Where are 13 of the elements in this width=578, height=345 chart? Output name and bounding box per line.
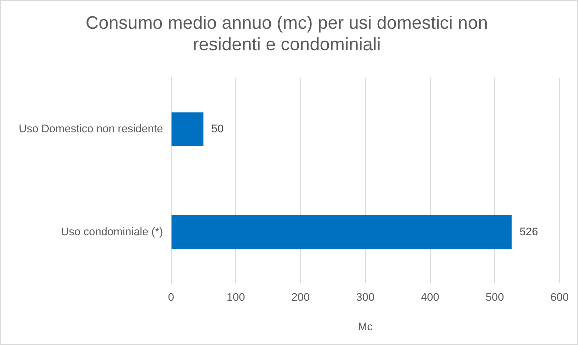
y-tick-label: Uso condominiale (*)	[61, 226, 164, 238]
x-tick-label: 0	[168, 292, 174, 304]
chart-title: Consumo medio annuo (mc) per usi domestici non residenti e condominiali	[86, 12, 488, 54]
data-label: 526	[520, 226, 538, 238]
y-tick-label: Uso Domestico non residente	[19, 124, 164, 136]
x-tick-label: 300	[356, 292, 375, 304]
data-label: 50	[212, 124, 224, 136]
x-tick-label: 400	[421, 292, 440, 304]
x-tick-label: 200	[292, 292, 310, 304]
x-tick-label: 100	[226, 292, 246, 304]
x-tick-label: 500	[486, 292, 504, 304]
x-axis-title: Mc	[358, 321, 374, 334]
x-tick-label: 600	[550, 292, 570, 304]
